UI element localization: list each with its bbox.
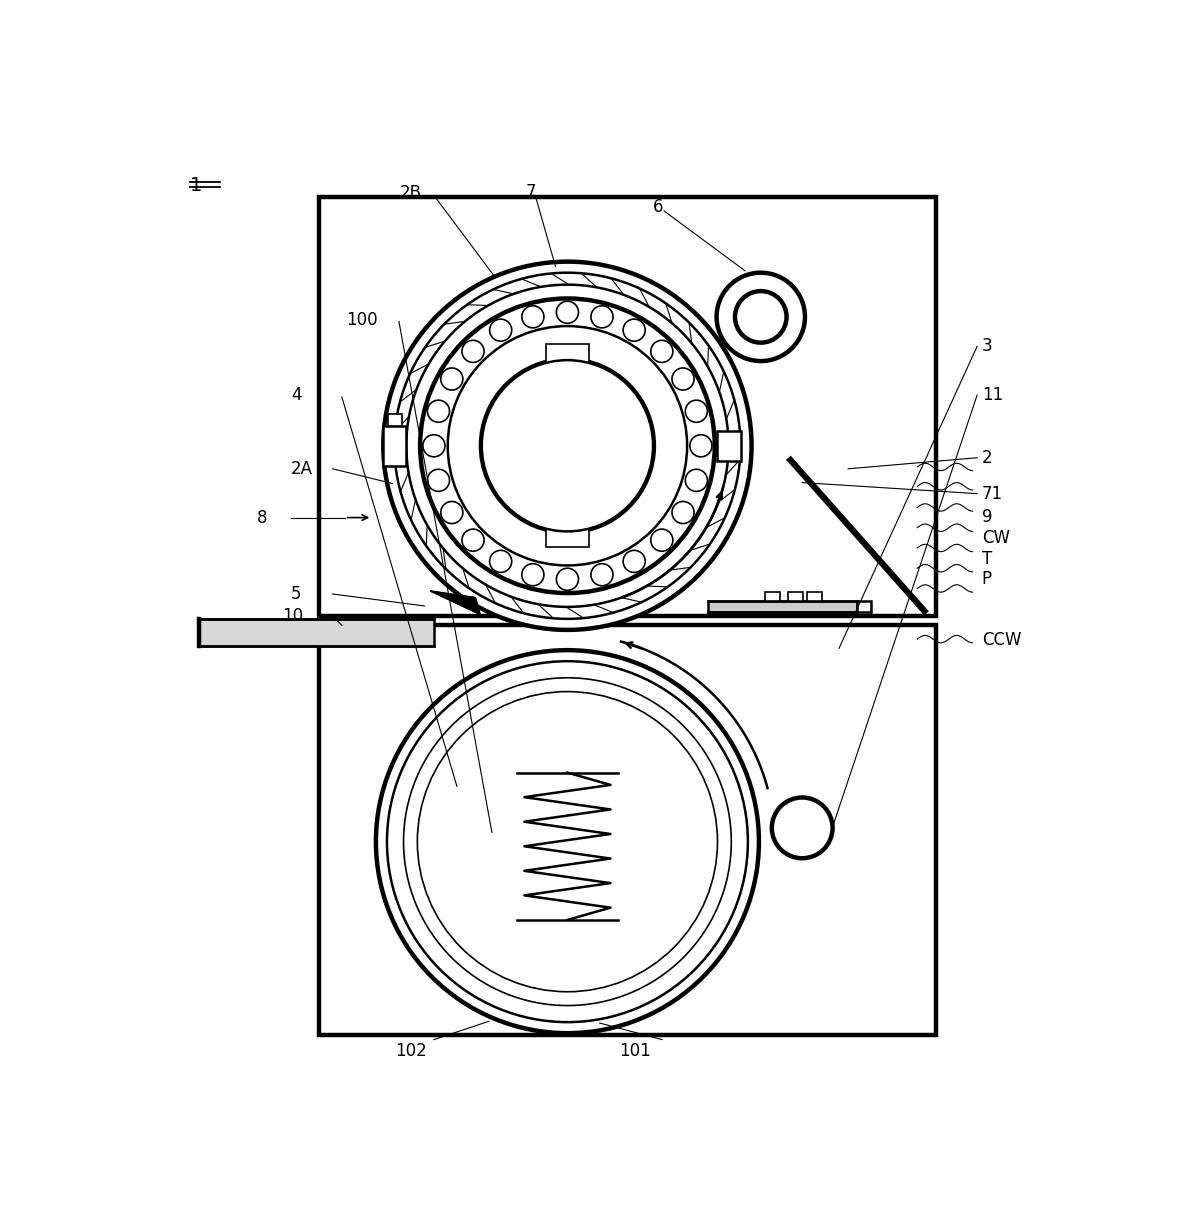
Text: T: T [981,550,992,569]
Bar [384,426,406,466]
Bar [200,619,434,647]
Text: 10: 10 [282,608,303,625]
Circle shape [441,368,463,390]
Circle shape [522,564,544,586]
Text: CW: CW [981,528,1010,547]
Circle shape [404,678,732,1005]
Bar [765,592,781,601]
Text: P: P [981,570,992,588]
Circle shape [428,400,449,422]
Bar [807,592,822,601]
Circle shape [489,320,512,342]
Circle shape [590,306,613,328]
Text: 3: 3 [981,338,992,355]
Bar [546,525,588,547]
Bar [387,415,402,426]
Circle shape [462,529,484,551]
Text: 8: 8 [257,509,267,527]
Circle shape [441,501,463,523]
Circle shape [735,292,786,343]
Text: 71: 71 [981,484,1003,503]
Text: 7: 7 [525,183,536,200]
Text: 11: 11 [981,387,1003,404]
Circle shape [375,650,759,1033]
Text: 100: 100 [347,311,378,328]
Circle shape [421,299,715,593]
Circle shape [522,306,544,328]
Text: 101: 101 [619,1042,651,1060]
Circle shape [384,261,752,630]
Circle shape [624,320,645,342]
Circle shape [417,692,718,992]
Circle shape [489,550,512,572]
Circle shape [624,550,645,572]
Bar [546,344,588,367]
Circle shape [690,434,712,456]
Polygon shape [431,592,480,614]
Circle shape [716,273,805,361]
Circle shape [428,470,449,492]
Bar [789,592,803,601]
Circle shape [772,798,833,858]
Bar [858,601,871,612]
Text: 2: 2 [981,449,992,467]
Circle shape [387,661,748,1022]
Circle shape [556,569,579,590]
Circle shape [480,359,655,533]
Circle shape [672,501,694,523]
Circle shape [406,284,728,606]
Circle shape [590,564,613,586]
Circle shape [448,326,687,565]
Text: 9: 9 [981,508,992,526]
Circle shape [651,529,672,551]
Circle shape [685,470,707,492]
Circle shape [482,360,653,532]
Bar [318,198,936,616]
Circle shape [556,301,579,323]
Circle shape [423,434,446,456]
Circle shape [685,400,707,422]
Bar [718,431,741,460]
Circle shape [672,368,694,390]
Circle shape [651,340,672,362]
Text: 1: 1 [190,176,202,195]
Bar [318,626,936,1035]
Text: 2A: 2A [291,460,314,478]
Text: 6: 6 [652,199,663,216]
Circle shape [394,273,740,619]
Text: 2B: 2B [400,183,422,201]
Text: CCW: CCW [981,631,1022,649]
Bar [708,601,858,612]
Text: 4: 4 [291,387,302,404]
Circle shape [462,340,484,362]
Text: 102: 102 [396,1042,426,1060]
Text: 5: 5 [291,586,302,603]
